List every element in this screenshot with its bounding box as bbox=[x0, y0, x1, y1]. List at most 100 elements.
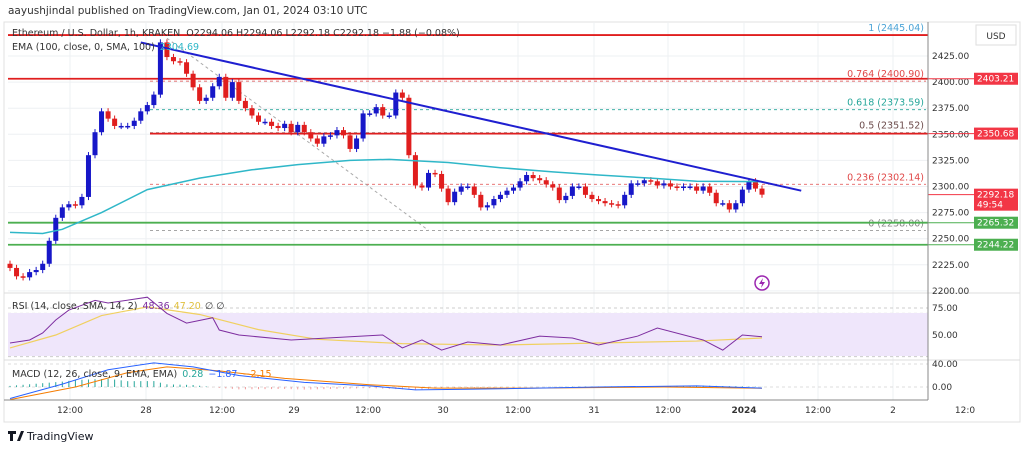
candle-down bbox=[255, 115, 261, 122]
price-tick: 2225.00 bbox=[932, 261, 969, 271]
candle-up bbox=[262, 121, 268, 124]
candle-up bbox=[33, 270, 39, 273]
replay-lightning-icon[interactable] bbox=[754, 275, 770, 291]
candle-up bbox=[373, 107, 379, 114]
candle-up bbox=[216, 76, 222, 87]
candle-up bbox=[210, 86, 216, 98]
candle-down bbox=[72, 204, 78, 206]
candle-up bbox=[118, 125, 124, 128]
candle-down bbox=[537, 178, 543, 181]
time-label: 2 bbox=[890, 406, 896, 416]
candle-up bbox=[569, 186, 575, 196]
candle-down bbox=[177, 61, 183, 63]
time-label: 12:00 bbox=[655, 406, 681, 416]
candle-up bbox=[151, 94, 157, 106]
price-tag bbox=[974, 188, 1018, 211]
candle-down bbox=[269, 121, 275, 126]
candle-up bbox=[511, 187, 517, 191]
time-label: 29 bbox=[288, 406, 300, 416]
candle-down bbox=[419, 185, 425, 188]
axes: 12:00 28 12:00 29 12:00 30 12:00 31 12:00 2024 12:… bbox=[57, 52, 1018, 416]
candle-down bbox=[314, 138, 320, 144]
candle-up bbox=[131, 120, 137, 126]
fib-level-label: 0.236 (2302.14) bbox=[847, 172, 924, 183]
time-label: 31 bbox=[588, 406, 599, 416]
candle-up bbox=[27, 272, 33, 278]
candle-up bbox=[144, 105, 150, 112]
candle-down bbox=[308, 132, 314, 139]
candle-up bbox=[720, 203, 726, 205]
time-label: 28 bbox=[140, 406, 152, 416]
published-caption: aayushjindal published on TradingView.co… bbox=[8, 5, 367, 17]
candle-up bbox=[484, 205, 490, 208]
candle-down bbox=[439, 173, 445, 189]
candle-down bbox=[654, 181, 660, 186]
candle-up bbox=[700, 186, 706, 191]
time-label: 30 bbox=[437, 406, 449, 416]
candle-down bbox=[20, 276, 26, 278]
price-tick: 2200.00 bbox=[932, 287, 969, 297]
candle-up bbox=[458, 186, 464, 192]
rsi-tick: 75.00 bbox=[932, 304, 958, 314]
countdown-label: 49:54 bbox=[977, 201, 1003, 211]
time-label: 12:00 bbox=[505, 406, 531, 416]
candle-down bbox=[609, 203, 615, 205]
candle-up bbox=[40, 263, 46, 271]
candle-up bbox=[295, 124, 301, 133]
candle-up bbox=[733, 203, 739, 210]
candle-down bbox=[223, 76, 229, 98]
price-tag-label: 2292.18 bbox=[977, 191, 1014, 201]
price-tick: 2400.00 bbox=[932, 78, 969, 88]
candle-down bbox=[550, 184, 556, 188]
candle-down bbox=[589, 194, 595, 200]
candle-down bbox=[752, 181, 758, 189]
price-tick: 2250.00 bbox=[932, 235, 969, 245]
candle-up bbox=[746, 181, 752, 190]
candle-down bbox=[190, 73, 196, 88]
candle-up bbox=[517, 181, 523, 188]
tradingview-logo[interactable]: TradingView bbox=[8, 430, 93, 443]
candle-down bbox=[759, 188, 765, 195]
candle-up bbox=[426, 172, 432, 188]
candle-up bbox=[497, 194, 503, 200]
candle-up bbox=[354, 138, 360, 149]
candle-down bbox=[380, 107, 386, 116]
legend-ema[interactable]: EMA (100, close, 0, SMA, 100) 2304.69 bbox=[12, 42, 199, 53]
candle-down bbox=[14, 267, 20, 277]
price-tag bbox=[974, 238, 1018, 251]
candle-up bbox=[99, 111, 105, 133]
price-tag bbox=[974, 216, 1018, 229]
candle-up bbox=[282, 123, 288, 129]
candle-down bbox=[707, 186, 713, 193]
currency-button[interactable] bbox=[975, 24, 1017, 46]
candle-up bbox=[386, 115, 392, 118]
candle-down bbox=[288, 123, 294, 133]
legend-rsi[interactable]: RSI (14, close, SMA, 14, 2) 48.36 47.20 ∅ ∅ bbox=[12, 301, 224, 312]
candle-down bbox=[275, 125, 281, 129]
rsi-band bbox=[8, 313, 928, 356]
candle-up bbox=[327, 135, 333, 137]
candle-up bbox=[92, 132, 98, 156]
candle-up bbox=[46, 240, 52, 264]
candles bbox=[7, 39, 765, 281]
candle-up bbox=[157, 42, 163, 95]
legend-macd[interactable]: MACD (12, 26, close, 9, EMA, EMA) 0.28 −1.… bbox=[12, 369, 272, 380]
candle-up bbox=[59, 207, 65, 218]
price-tag-label: 2265.32 bbox=[977, 219, 1014, 229]
candle-down bbox=[674, 186, 680, 188]
candle-down bbox=[471, 186, 477, 195]
candle-down bbox=[543, 180, 549, 185]
rsi-ma-line bbox=[9, 306, 763, 349]
price-tag-label: 2350.68 bbox=[977, 130, 1014, 140]
candle-down bbox=[478, 194, 484, 208]
legend-symbol[interactable]: Ethereum / U.S. Dollar, 1h, KRAKEN O2294.… bbox=[12, 28, 460, 39]
fib-level-label: 0.618 (2373.59) bbox=[847, 98, 924, 109]
macd-tick: 0.00 bbox=[932, 383, 952, 393]
candle-down bbox=[164, 42, 170, 58]
candle-down bbox=[648, 180, 654, 182]
currency-label: USD bbox=[986, 32, 1005, 42]
candle-down bbox=[406, 97, 412, 156]
fib-level-label: 0.764 (2400.90) bbox=[847, 69, 924, 80]
candle-up bbox=[138, 111, 144, 121]
